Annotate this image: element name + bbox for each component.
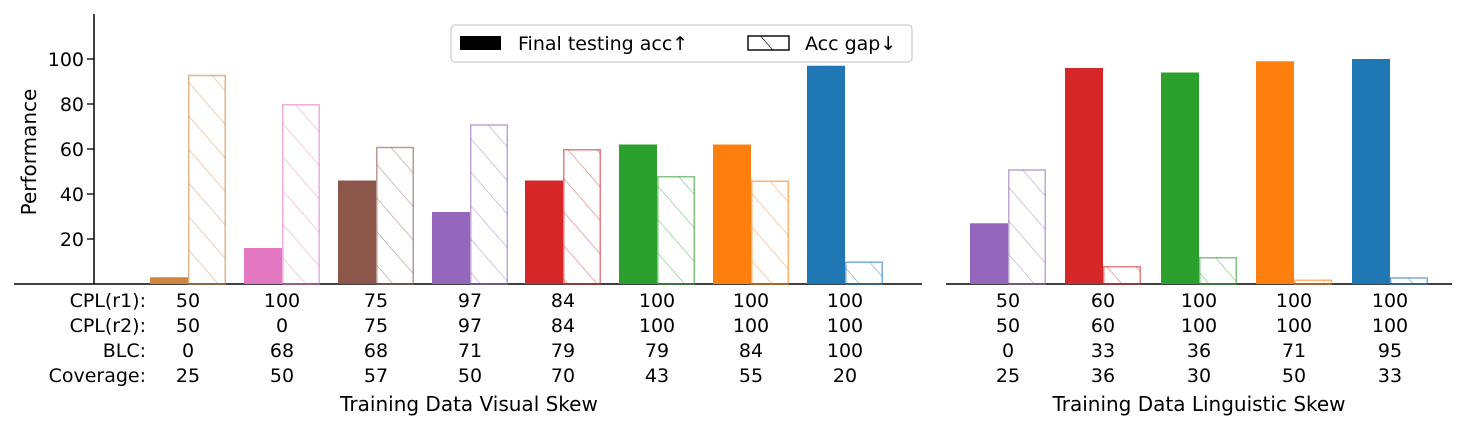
right-table-cell: 100 [1276, 315, 1312, 337]
left-table-cell: 43 [645, 365, 669, 387]
right-table-cell: 50 [996, 315, 1020, 337]
right-table-cell: 100 [1181, 290, 1217, 312]
left-gap-bar [282, 104, 320, 285]
left-row-label: BLC: [103, 340, 146, 362]
left-table-cell: 100 [827, 315, 863, 337]
right-table-cell: 0 [1002, 340, 1014, 362]
left-table-cell: 20 [833, 365, 857, 387]
left-table-cell: 57 [364, 365, 388, 387]
left-table-cell: 0 [276, 315, 288, 337]
right-table-cell: 36 [1091, 365, 1115, 387]
right-table-cell: 25 [996, 365, 1020, 387]
left-gap-bar [563, 149, 601, 285]
left-gap-bar [751, 180, 789, 285]
legend-solid-swatch [460, 36, 501, 50]
left-acc-bar [338, 180, 376, 284]
left-table-cell: 68 [270, 340, 294, 362]
left-table-cell: 100 [733, 315, 769, 337]
right-table-cell: 100 [1276, 290, 1312, 312]
left-gap-bar [657, 176, 695, 285]
right-table-cell: 60 [1091, 290, 1115, 312]
left-table-cell: 50 [176, 315, 200, 337]
right-gap-bar [1103, 266, 1141, 285]
left-table-cell: 100 [639, 315, 675, 337]
left-table-cell: 79 [645, 340, 669, 362]
left-table-cell: 84 [551, 290, 575, 312]
right-table-cell: 71 [1282, 340, 1306, 362]
legend-label-acc-gap: Acc gap↓ [805, 33, 896, 55]
left-table-cell: 75 [364, 290, 388, 312]
left-table-cell: 100 [264, 290, 300, 312]
left-acc-bar [432, 212, 470, 284]
legend-frame [450, 24, 913, 63]
left-gap-bar [188, 74, 226, 285]
left-table-cell: 100 [827, 290, 863, 312]
left-acc-bar [619, 144, 657, 284]
left-table-cell: 75 [364, 315, 388, 337]
left-table-cell: 71 [458, 340, 482, 362]
left-table-cell: 97 [458, 315, 482, 337]
right-table-cell: 36 [1187, 340, 1211, 362]
left-table-cell: 100 [827, 340, 863, 362]
y-tick-label: 80 [60, 94, 84, 116]
left-acc-bar [713, 144, 751, 284]
right-gap-bar [1390, 277, 1428, 285]
left-row-label: CPL(r2): [70, 315, 146, 337]
left-table-cell: 50 [458, 365, 482, 387]
right-acc-bar [1256, 61, 1294, 284]
left-row-label: CPL(r1): [70, 290, 146, 312]
left-table-cell: 100 [733, 290, 769, 312]
legend-label-final-acc: Final testing acc↑ [518, 33, 688, 55]
right-table-cell: 30 [1187, 365, 1211, 387]
right-table-cell: 100 [1372, 315, 1408, 337]
left-table-cell: 100 [639, 290, 675, 312]
right-table-cell: 95 [1378, 340, 1402, 362]
left-panel: 20 40 60 80 100 CPL(r1): 50 100 75 97 84 100 100 100… [14, 14, 922, 416]
left-acc-bar [525, 180, 563, 284]
left-acc-bar [150, 277, 188, 284]
legend: Final testing acc↑ Acc gap↓ [450, 24, 913, 63]
left-acc-bar [244, 248, 282, 284]
right-x-axis-label: Training Data Linguistic Skew [1051, 392, 1345, 416]
left-table-cell: 50 [176, 290, 200, 312]
right-acc-bar [970, 223, 1008, 284]
left-row-label: Coverage: [49, 365, 146, 387]
right-table-cell: 100 [1181, 315, 1217, 337]
left-table-cell: 25 [176, 365, 200, 387]
right-table-cell: 60 [1091, 315, 1115, 337]
y-tick-label: 100 [48, 49, 84, 71]
left-table-cell: 55 [739, 365, 763, 387]
left-table-cell: 97 [458, 290, 482, 312]
right-table-cell: 50 [1282, 365, 1306, 387]
y-tick-label: 20 [60, 229, 84, 251]
right-gap-bar [1199, 257, 1237, 285]
left-gap-bar [470, 124, 508, 285]
right-gap-bar [1294, 279, 1332, 285]
legend-hatch-swatch [747, 35, 790, 51]
left-table-cell: 50 [270, 365, 294, 387]
left-acc-bar [807, 65, 845, 284]
y-tick-label: 40 [60, 184, 84, 206]
right-table-cell: 100 [1372, 290, 1408, 312]
left-table-cell: 68 [364, 340, 388, 362]
right-acc-bar [1352, 59, 1390, 284]
left-gap-bar [376, 146, 414, 285]
left-table-cell: 0 [182, 340, 194, 362]
right-table-cell: 33 [1378, 365, 1402, 387]
right-table-cell: 33 [1091, 340, 1115, 362]
left-table-cell: 70 [551, 365, 575, 387]
right-gap-bar [1008, 169, 1046, 285]
left-y-axis-label: Performance [17, 89, 41, 216]
right-table-cell: 50 [996, 290, 1020, 312]
left-x-axis-label: Training Data Visual Skew [339, 392, 598, 416]
y-tick-label: 60 [60, 139, 84, 161]
right-panel: 50 60 100 100 100 50 60 100 100 100 0 33 36 71 95 25 36 3… [946, 59, 1452, 416]
right-acc-bar [1161, 72, 1199, 284]
left-gap-bar [845, 261, 883, 285]
left-table-cell: 84 [739, 340, 763, 362]
right-acc-bar [1065, 68, 1103, 284]
left-table-cell: 84 [551, 315, 575, 337]
left-table-cell: 79 [551, 340, 575, 362]
